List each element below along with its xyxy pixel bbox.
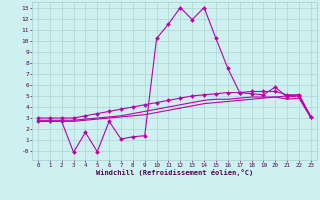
X-axis label: Windchill (Refroidissement éolien,°C): Windchill (Refroidissement éolien,°C): [96, 169, 253, 176]
